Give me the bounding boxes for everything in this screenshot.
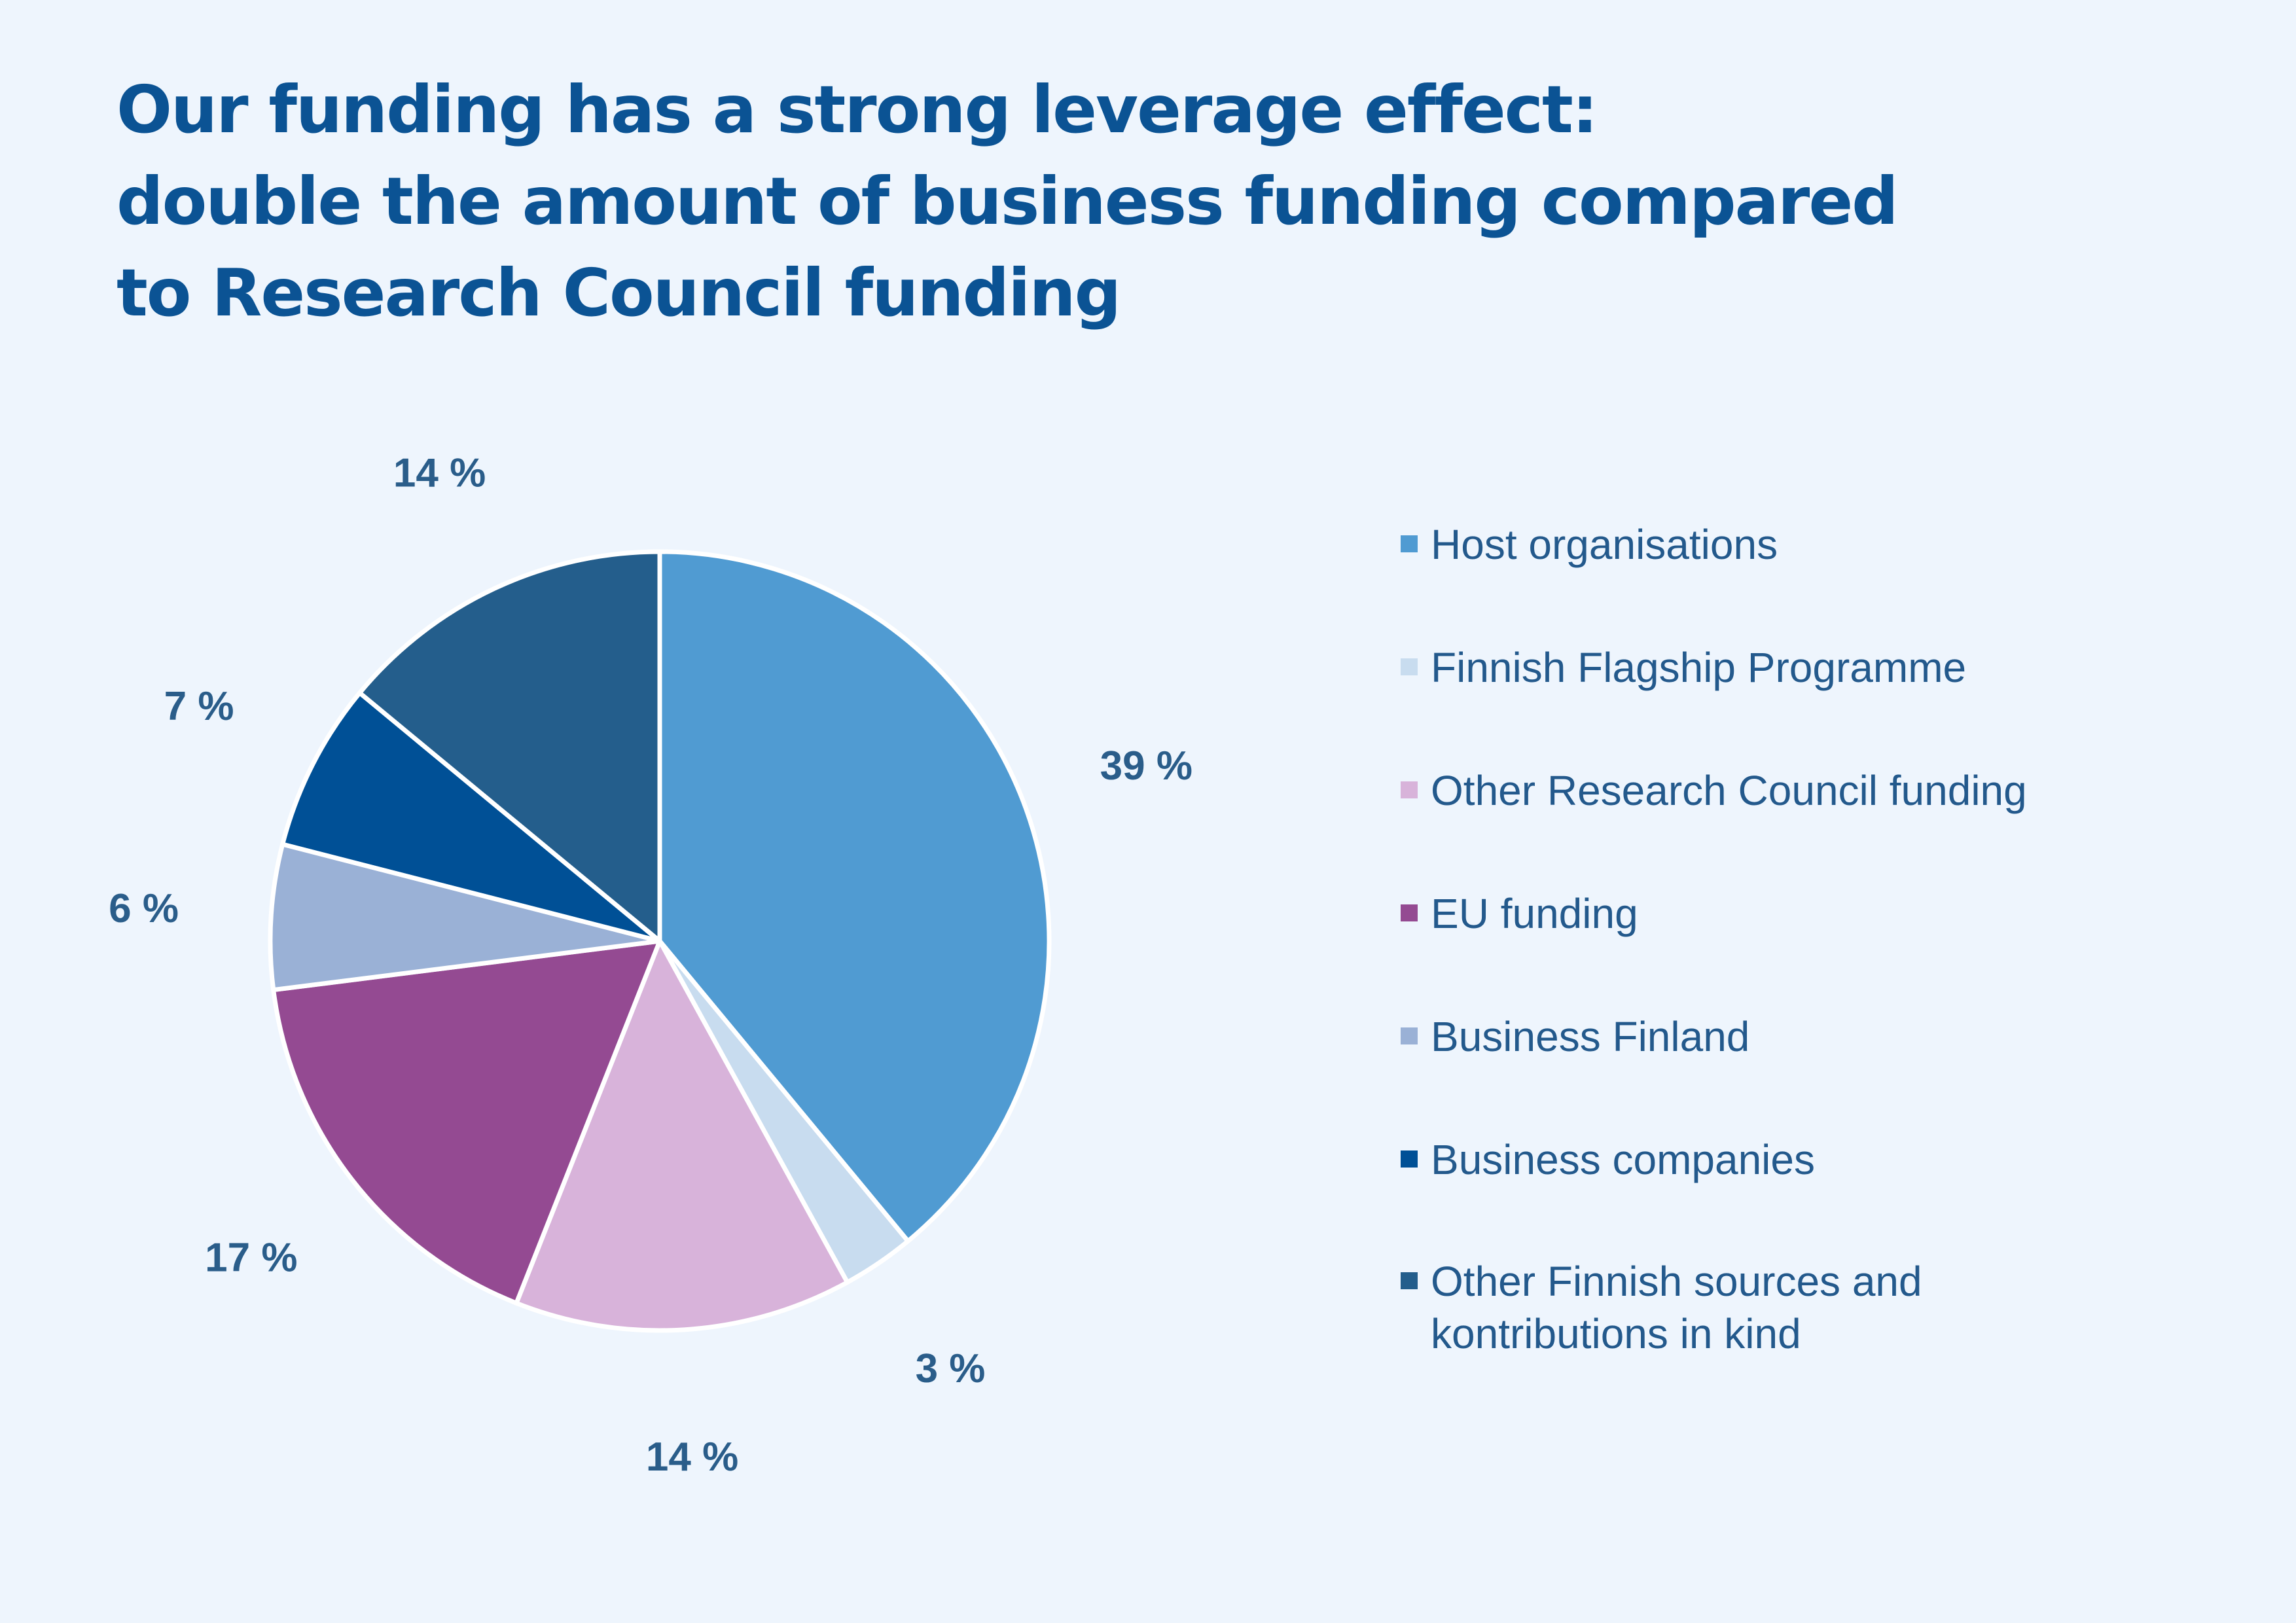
pie-slice-business-finland: [268, 842, 662, 993]
data-label-host-organisations: 39 %: [1100, 743, 1193, 789]
legend-swatch: [1401, 1027, 1418, 1044]
legend-swatch: [1401, 535, 1418, 552]
pie-slice-eu-funding: [271, 938, 662, 1306]
data-label-finnish-flagship-programme: 3 %: [916, 1346, 986, 1391]
legend-label: Business Finland: [1431, 1013, 1750, 1060]
chart-title-line-1: Our funding has a strong leverage effect…: [117, 71, 1598, 148]
chart-title-line-2: double the amount of business funding co…: [117, 163, 1899, 240]
legend-label: Finnish Flagship Programme: [1431, 644, 1967, 691]
legend-label: Other Finnish sources and kontributions …: [1431, 1258, 1922, 1357]
data-label-eu-funding: 17 %: [205, 1236, 297, 1281]
chart-title-line-3: to Research Council funding: [117, 255, 1121, 331]
legend-swatch: [1401, 904, 1418, 921]
legend-label: Business companies: [1431, 1136, 1815, 1183]
legend-label: EU funding: [1431, 890, 1638, 937]
pie-slice-business-companies: [280, 690, 662, 944]
data-label-business-companies: 7 %: [164, 684, 234, 729]
data-label-business-finland: 6 %: [109, 886, 179, 931]
legend-label: Other Research Council funding: [1431, 767, 2027, 814]
pie-slices: [268, 549, 1052, 1333]
legend-swatch: [1401, 658, 1418, 675]
data-label-other-research-council-funding: 14 %: [646, 1435, 738, 1480]
pie-slice-other-finnish-sources-and-kontributions-in-kind: [357, 549, 662, 944]
legend-swatch: [1401, 1150, 1418, 1168]
pie-slice-host-organisations: [657, 549, 1052, 1243]
legend-label: Host organisations: [1431, 521, 1778, 568]
data-label-other-finnish-sources-and-kontributions-in-kind: 14 %: [393, 451, 486, 496]
legend-swatch: [1401, 1272, 1418, 1289]
pie-labels: 39 % 3 % 14 % 17 % 6 % 7 % 14 %: [109, 451, 1193, 1480]
pie-slice-other-research-council-funding: [514, 938, 850, 1333]
legend-swatch: [1401, 781, 1418, 798]
